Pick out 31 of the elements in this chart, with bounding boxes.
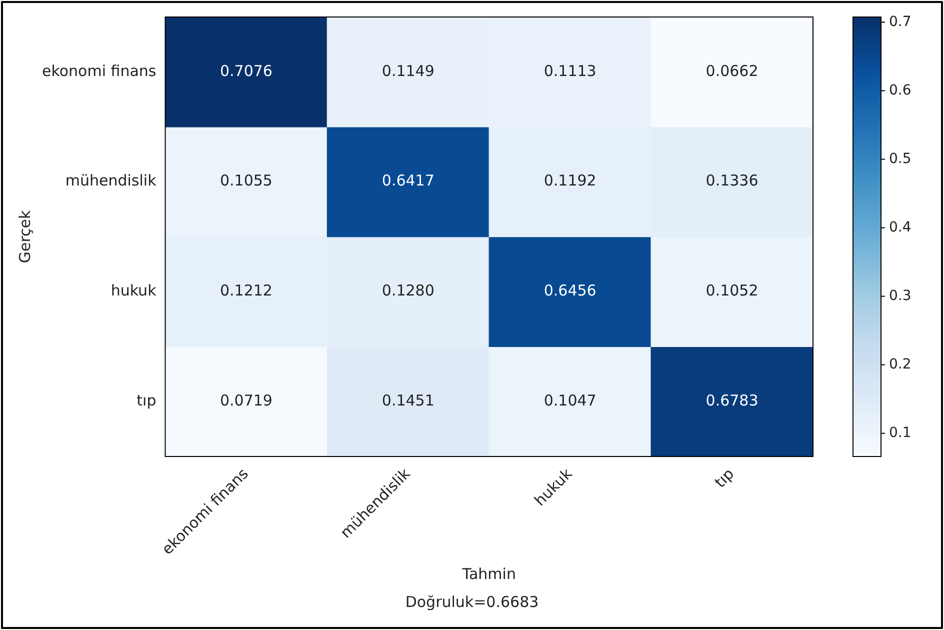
text: Doğruluk=0.6683	[404, 593, 540, 611]
y-tick-label: ekonomi finans	[42, 62, 156, 80]
y-tick-label: hukuk	[110, 282, 157, 300]
data-label: 0.6417	[382, 172, 434, 190]
data-label: 0.0662	[706, 62, 758, 80]
y-tick-label: mühendislik	[65, 172, 157, 190]
color-bar-label: 0.6	[889, 82, 912, 98]
data-label: 0.1336	[706, 172, 758, 190]
y-axis-title: Gerçek	[16, 210, 34, 264]
color-bar-label: 0.3	[889, 288, 912, 304]
data-label: 0.6783	[706, 391, 758, 410]
color-bar-label: 0.7	[889, 14, 912, 30]
y-tick-label: tıp	[136, 391, 156, 410]
data-label: 0.1280	[382, 282, 434, 300]
data-label: 0.1149	[382, 62, 434, 80]
data-label: 0.1047	[544, 391, 596, 410]
data-label: 0.1451	[382, 391, 434, 410]
data-label: 0.0719	[220, 391, 272, 410]
data-label: 0.1052	[706, 282, 758, 300]
x-tick-label: tıp	[711, 464, 738, 492]
color-bar-label: 0.2	[889, 356, 912, 372]
color-bar-label: 0.5	[889, 150, 912, 167]
color-bar-label: 0.4	[889, 219, 912, 236]
data-label: 0.7076	[220, 62, 272, 80]
color-bar-label: 0.1	[889, 424, 912, 441]
data-label: 0.1212	[220, 282, 272, 300]
data-label: 0.6456	[544, 282, 596, 300]
data-label: 0.1192	[544, 172, 596, 190]
x-axis-title: Tahmin	[461, 564, 516, 583]
data-label: 0.1055	[220, 172, 272, 190]
data-label: 0.1113	[544, 62, 596, 80]
